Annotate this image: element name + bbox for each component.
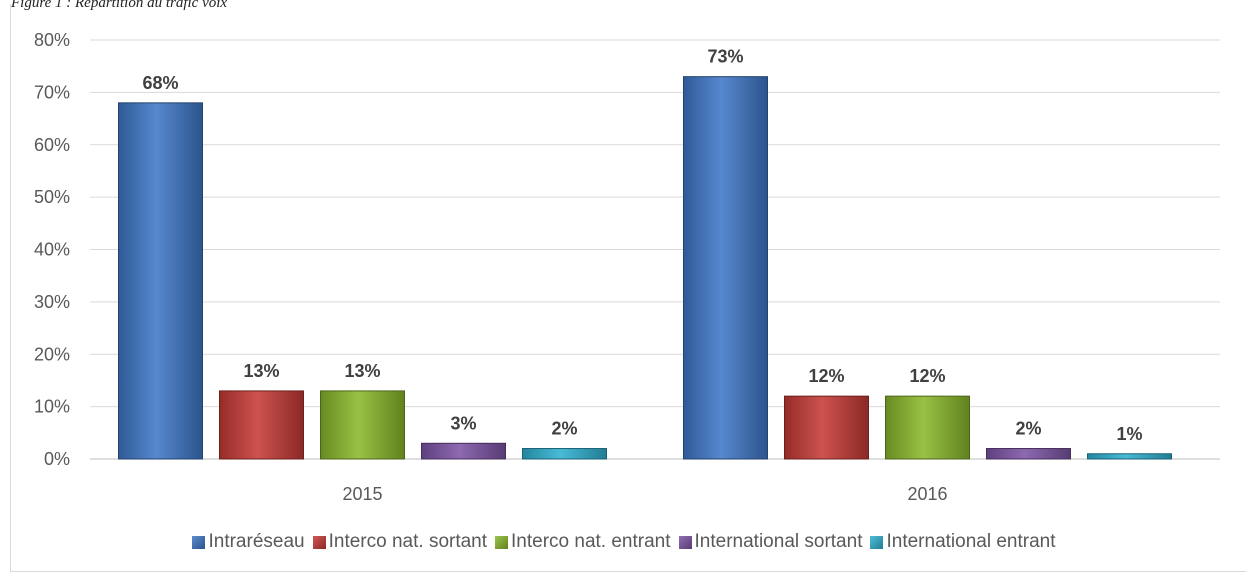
legend-swatch <box>678 535 692 549</box>
y-tick-label: 30% <box>34 292 70 312</box>
bar-2016-3 <box>986 448 1071 460</box>
y-tick-label: 10% <box>34 397 70 417</box>
y-tick-label: 0% <box>44 449 70 469</box>
figure-caption: Figure 1 : Répartition du trafic voix <box>11 0 228 11</box>
legend-label: Interco nat. sortant <box>328 531 488 552</box>
legend-item: Interco nat. sortant <box>312 531 488 553</box>
legend-label: International sortant <box>694 531 863 552</box>
y-tick-label: 60% <box>34 135 70 155</box>
bar-2016-4 <box>1087 453 1172 460</box>
y-tick-label: 80% <box>34 30 70 50</box>
data-label: 3% <box>450 413 476 433</box>
y-tick-label: 20% <box>34 344 70 364</box>
data-label: 73% <box>707 47 743 67</box>
bar-2015-1 <box>219 390 304 460</box>
data-labels: 68% 13% 13% 3% 2% 73% 12% 12% 2% 1% <box>142 47 1142 444</box>
x-category-label: 2015 <box>342 484 382 504</box>
legend-swatch <box>312 535 326 549</box>
bar-2015-3 <box>421 442 506 460</box>
bar-2016-0 <box>683 76 768 460</box>
legend-item: Intraréseau <box>192 531 305 553</box>
data-label: 1% <box>1116 424 1142 444</box>
data-label: 12% <box>808 366 844 386</box>
legend-swatch <box>870 535 884 549</box>
legend: Intraréseau Interco nat. sortant Interco n… <box>0 531 1248 553</box>
data-label: 13% <box>344 361 380 381</box>
y-axis: 0% 10% 20% 30% 40% 50% 60% 70% 80% <box>34 30 70 469</box>
bars <box>118 76 1172 460</box>
data-label: 12% <box>909 366 945 386</box>
bar-2016-1 <box>784 395 869 460</box>
y-tick-label: 50% <box>34 187 70 207</box>
legend-swatch <box>495 535 509 549</box>
data-label: 2% <box>1015 419 1041 439</box>
bar-2016-2 <box>885 395 970 460</box>
legend-label: Interco nat. entrant <box>511 531 671 552</box>
bar-2015-0 <box>118 102 203 460</box>
data-label: 2% <box>551 419 577 439</box>
x-category-label: 2016 <box>907 484 947 504</box>
legend-item: Interco nat. entrant <box>495 531 671 553</box>
data-label: 68% <box>142 73 178 93</box>
legend-label: International entrant <box>886 531 1056 552</box>
legend-label: Intraréseau <box>208 531 305 552</box>
bar-2015-4 <box>522 448 607 460</box>
y-tick-label: 70% <box>34 82 70 102</box>
bar-2015-2 <box>320 390 405 460</box>
legend-item: International entrant <box>870 531 1056 553</box>
legend-swatch <box>192 535 206 549</box>
x-axis: 2015 2016 <box>342 484 947 504</box>
chart-frame: Figure 1 : Répartition du trafic voix <box>10 0 1246 572</box>
legend-item: International sortant <box>678 531 863 553</box>
y-tick-label: 40% <box>34 240 70 260</box>
data-label: 13% <box>243 361 279 381</box>
